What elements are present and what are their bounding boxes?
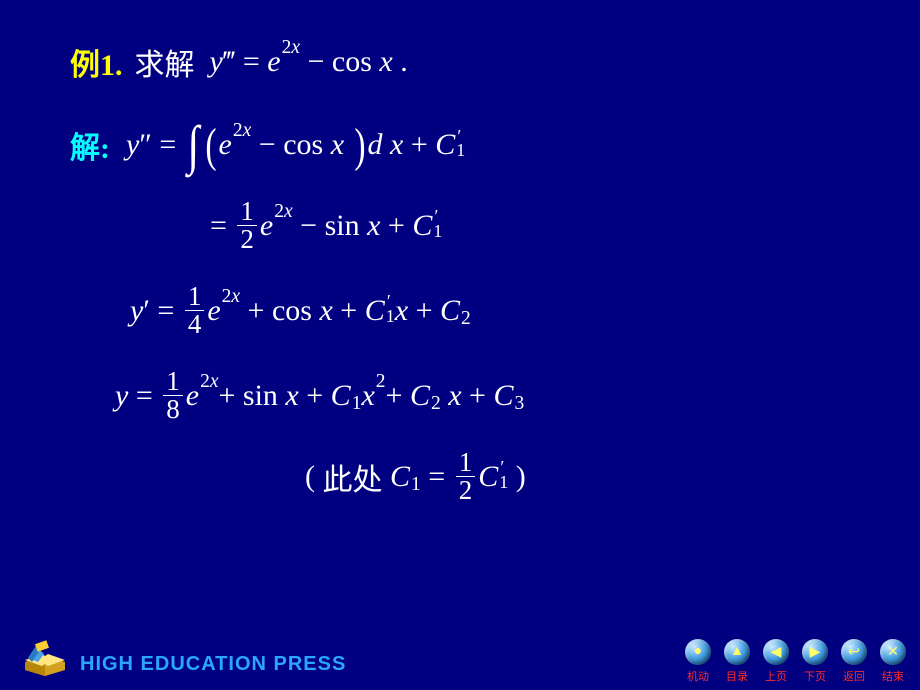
nav-label: 上页 bbox=[765, 668, 787, 684]
nav-label: 下页 bbox=[804, 668, 826, 684]
footer: HIGH EDUCATION PRESS ● 机动 ▲ 目录 ◀ 上页 ▶ 下页… bbox=[0, 630, 920, 690]
close-icon: ✕ bbox=[880, 639, 906, 665]
circle-dot-icon: ● bbox=[685, 639, 711, 665]
triangle-up-icon: ▲ bbox=[724, 639, 750, 665]
nav-end[interactable]: ✕ 结束 bbox=[880, 639, 906, 684]
eq-note: (此处C1= 12 C′1) bbox=[305, 449, 526, 504]
eq-ypp: y″= ∫ (e2x−cosx)dx+C′1 bbox=[126, 114, 465, 176]
triangle-left-icon: ◀ bbox=[763, 639, 789, 665]
nav-next[interactable]: ▶ 下页 bbox=[802, 639, 828, 684]
eq-y: y= 18 e2x+sinx+C1x2+C2x+C3 bbox=[115, 368, 524, 423]
slide-content: 例1. 求解 y‴=e2x−cosx. 解: y″= ∫ (e2x−cosx)d… bbox=[0, 0, 920, 504]
nav-label: 返回 bbox=[843, 668, 865, 684]
solution-line-4: y= 18 e2x+sinx+C1x2+C2x+C3 bbox=[115, 368, 850, 423]
note-prefix: 此处 bbox=[323, 455, 383, 499]
nav-label: 结束 bbox=[882, 668, 904, 684]
solution-line-3: y′= 14 e2x+cosx+C′1x+C2 bbox=[130, 283, 850, 338]
eq-yp: y′= 14 e2x+cosx+C′1x+C2 bbox=[130, 283, 471, 338]
solution-line-1: 解: y″= ∫ (e2x−cosx)dx+C′1 bbox=[70, 114, 850, 176]
example-line: 例1. 求解 y‴=e2x−cosx. bbox=[70, 40, 850, 84]
eq-ypp-result: = 12 e2x−sinx+C′1 bbox=[210, 198, 442, 253]
prompt-text: 求解 bbox=[135, 40, 195, 84]
book-icon bbox=[20, 632, 70, 676]
solution-line-2: = 12 e2x−sinx+C′1 bbox=[210, 198, 850, 253]
triangle-right-icon: ▶ bbox=[802, 639, 828, 665]
nav-label: 机动 bbox=[687, 668, 709, 684]
example-equation: y‴=e2x−cosx. bbox=[210, 45, 408, 79]
nav-bar: ● 机动 ▲ 目录 ◀ 上页 ▶ 下页 ↩ 返回 ✕ 结束 bbox=[685, 639, 906, 684]
nav-auto[interactable]: ● 机动 bbox=[685, 639, 711, 684]
return-icon: ↩ bbox=[841, 639, 867, 665]
example-label: 例1. bbox=[70, 40, 123, 84]
nav-back[interactable]: ↩ 返回 bbox=[841, 639, 867, 684]
nav-prev[interactable]: ◀ 上页 bbox=[763, 639, 789, 684]
brand-text: HIGH EDUCATION PRESS bbox=[80, 653, 346, 676]
solution-note: (此处C1= 12 C′1) bbox=[305, 449, 850, 504]
nav-toc[interactable]: ▲ 目录 bbox=[724, 639, 750, 684]
brand: HIGH EDUCATION PRESS bbox=[20, 632, 346, 676]
solution-label: 解: bbox=[70, 123, 110, 167]
nav-label: 目录 bbox=[726, 668, 748, 684]
